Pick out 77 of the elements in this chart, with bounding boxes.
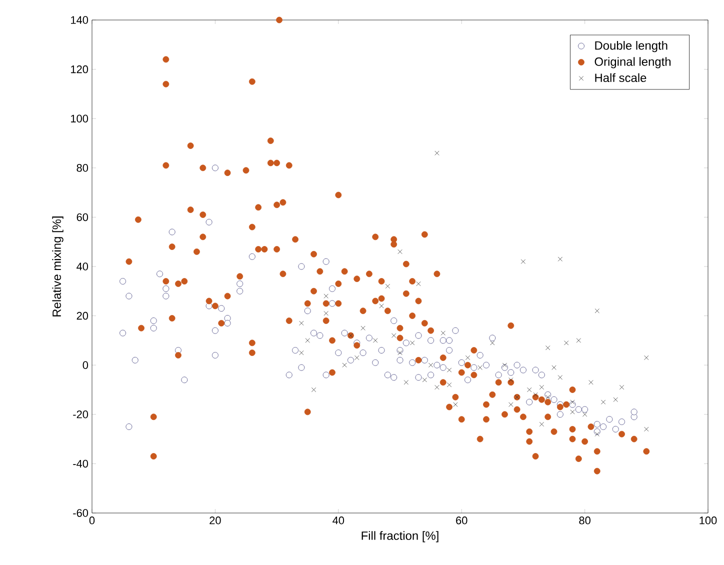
y-tick-label: 20 xyxy=(76,312,88,320)
point xyxy=(422,378,427,382)
point xyxy=(446,368,452,372)
point xyxy=(600,400,606,404)
point xyxy=(453,402,458,407)
point xyxy=(305,338,310,343)
point xyxy=(490,340,495,346)
point xyxy=(446,382,452,388)
point xyxy=(552,365,556,370)
point xyxy=(570,400,575,404)
point xyxy=(576,338,581,343)
y-tick-label: 120 xyxy=(71,65,88,74)
point xyxy=(527,387,532,392)
point xyxy=(410,340,415,346)
point xyxy=(299,320,304,326)
point xyxy=(416,281,421,286)
point xyxy=(373,338,378,343)
point xyxy=(644,426,649,432)
point xyxy=(508,378,514,382)
point xyxy=(613,397,618,402)
point xyxy=(404,380,408,385)
point xyxy=(539,384,544,390)
point xyxy=(385,284,390,289)
point xyxy=(539,422,544,427)
y-tick-label: -60 xyxy=(73,509,88,517)
point xyxy=(564,340,569,346)
x-tick-label: 80 xyxy=(579,516,590,524)
point xyxy=(508,402,514,407)
y-tick-label: 40 xyxy=(76,262,88,270)
point xyxy=(392,333,396,338)
y-tick-label: 140 xyxy=(71,16,88,24)
point xyxy=(478,365,482,370)
point xyxy=(428,362,434,368)
point xyxy=(354,355,360,360)
point xyxy=(520,259,526,264)
point xyxy=(582,412,588,417)
y-tick-label: -20 xyxy=(73,410,88,418)
point xyxy=(558,375,562,380)
point xyxy=(342,362,347,368)
y-tick-label: 60 xyxy=(76,213,88,222)
point xyxy=(324,311,328,316)
point xyxy=(594,432,600,436)
point xyxy=(398,350,402,356)
point xyxy=(440,330,446,336)
legend-label: Half scale xyxy=(595,73,646,82)
x-axis-title: Fill fraction [%] xyxy=(362,531,438,542)
point xyxy=(311,387,316,392)
point xyxy=(465,355,470,360)
x-tick-label: 0 xyxy=(89,516,95,524)
point xyxy=(324,294,328,298)
x-tick-label: 60 xyxy=(456,516,468,524)
point xyxy=(360,326,366,330)
point xyxy=(533,392,538,397)
x-tick-label: 20 xyxy=(210,516,221,524)
x-tick-label: 40 xyxy=(332,516,344,524)
point xyxy=(588,380,594,385)
y-tick-label: -40 xyxy=(73,460,88,468)
point xyxy=(570,410,575,414)
point xyxy=(434,150,440,156)
x-tick-label: 100 xyxy=(700,516,717,524)
point xyxy=(379,304,384,308)
y-tick-label: 0 xyxy=(82,361,88,369)
point xyxy=(594,308,600,314)
legend-label: Original length xyxy=(594,57,671,68)
point xyxy=(502,362,508,368)
point xyxy=(434,384,440,390)
point xyxy=(546,394,550,400)
point xyxy=(644,355,649,360)
point xyxy=(299,350,304,356)
point xyxy=(398,249,402,254)
legend-label: Double length xyxy=(595,40,668,52)
point xyxy=(619,384,624,390)
y-tick-label: 80 xyxy=(76,164,88,172)
y-axis-title: Relative mixing [%] xyxy=(52,216,64,316)
y-tick-label: 100 xyxy=(71,114,88,122)
point xyxy=(546,346,550,350)
point xyxy=(558,256,562,262)
